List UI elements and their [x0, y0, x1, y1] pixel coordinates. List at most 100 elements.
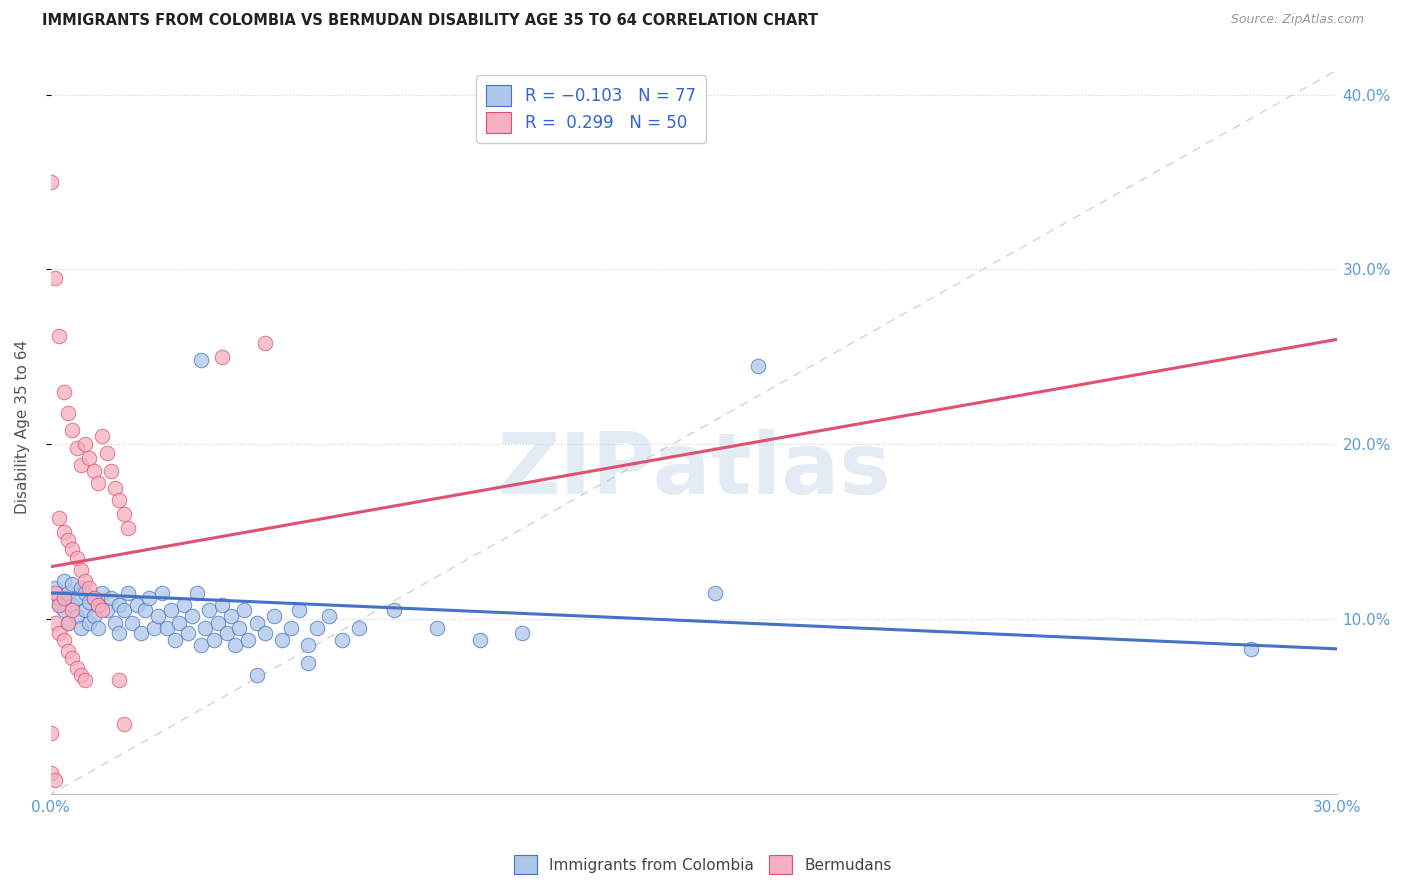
Point — [56, 615, 79, 630]
Point — [177, 626, 200, 640]
Point — [56, 615, 79, 630]
Point — [75, 586, 97, 600]
Point — [60, 423, 83, 437]
Point — [91, 428, 114, 442]
Point — [48, 598, 70, 612]
Point — [79, 595, 101, 609]
Point — [108, 598, 131, 612]
Point — [108, 626, 131, 640]
Point — [60, 577, 83, 591]
Point — [48, 598, 70, 612]
Point — [704, 586, 727, 600]
Point — [150, 586, 173, 600]
Point — [117, 586, 139, 600]
Point — [198, 603, 221, 617]
Point — [211, 598, 233, 612]
Point — [104, 481, 127, 495]
Point — [60, 603, 83, 617]
Point — [83, 463, 105, 477]
Point — [69, 581, 91, 595]
Point — [65, 441, 87, 455]
Point — [44, 772, 66, 787]
Point — [83, 591, 105, 606]
Point — [79, 615, 101, 630]
Point — [44, 615, 66, 630]
Point — [146, 608, 169, 623]
Point — [330, 633, 353, 648]
Point — [181, 608, 204, 623]
Point — [79, 581, 101, 595]
Point — [215, 626, 238, 640]
Point — [60, 598, 83, 612]
Point — [56, 586, 79, 600]
Point — [297, 656, 319, 670]
Point — [202, 633, 225, 648]
Point — [75, 673, 97, 688]
Point — [121, 615, 143, 630]
Point — [75, 574, 97, 588]
Point — [142, 621, 165, 635]
Point — [165, 633, 187, 648]
Point — [65, 608, 87, 623]
Point — [104, 615, 127, 630]
Point — [112, 717, 135, 731]
Point — [69, 563, 91, 577]
Point — [305, 621, 328, 635]
Point — [468, 633, 491, 648]
Point — [87, 598, 110, 612]
Point — [108, 673, 131, 688]
Point — [155, 621, 177, 635]
Point — [52, 591, 75, 606]
Point — [271, 633, 294, 648]
Point — [134, 603, 156, 617]
Point — [87, 621, 110, 635]
Point — [69, 668, 91, 682]
Point — [112, 603, 135, 617]
Point — [263, 608, 285, 623]
Point — [56, 643, 79, 657]
Point — [91, 603, 114, 617]
Point — [186, 586, 208, 600]
Point — [173, 598, 195, 612]
Point — [190, 353, 212, 368]
Legend: Immigrants from Colombia, Bermudans: Immigrants from Colombia, Bermudans — [508, 849, 898, 880]
Point — [207, 615, 229, 630]
Point — [69, 458, 91, 473]
Point — [39, 175, 62, 189]
Point — [83, 608, 105, 623]
Point — [79, 451, 101, 466]
Text: ZIPatlas: ZIPatlas — [496, 429, 891, 512]
Legend: R = −0.103   N = 77, R =  0.299   N = 50: R = −0.103 N = 77, R = 0.299 N = 50 — [477, 75, 706, 143]
Point — [56, 406, 79, 420]
Point — [232, 603, 254, 617]
Point — [108, 493, 131, 508]
Point — [100, 463, 122, 477]
Point — [96, 446, 118, 460]
Point — [254, 626, 277, 640]
Point — [60, 542, 83, 557]
Point — [52, 524, 75, 539]
Point — [288, 603, 311, 617]
Point — [83, 591, 105, 606]
Point — [382, 603, 405, 617]
Point — [65, 591, 87, 606]
Point — [138, 591, 160, 606]
Point — [60, 650, 83, 665]
Point — [48, 591, 70, 606]
Point — [48, 626, 70, 640]
Point — [44, 586, 66, 600]
Point — [87, 475, 110, 490]
Point — [52, 574, 75, 588]
Point — [224, 639, 246, 653]
Point — [56, 533, 79, 548]
Point — [219, 608, 242, 623]
Point — [91, 586, 114, 600]
Point — [112, 507, 135, 521]
Point — [169, 615, 191, 630]
Point — [280, 621, 302, 635]
Text: Source: ZipAtlas.com: Source: ZipAtlas.com — [1230, 13, 1364, 27]
Point — [1240, 641, 1263, 656]
Point — [39, 726, 62, 740]
Point — [87, 598, 110, 612]
Point — [254, 335, 277, 350]
